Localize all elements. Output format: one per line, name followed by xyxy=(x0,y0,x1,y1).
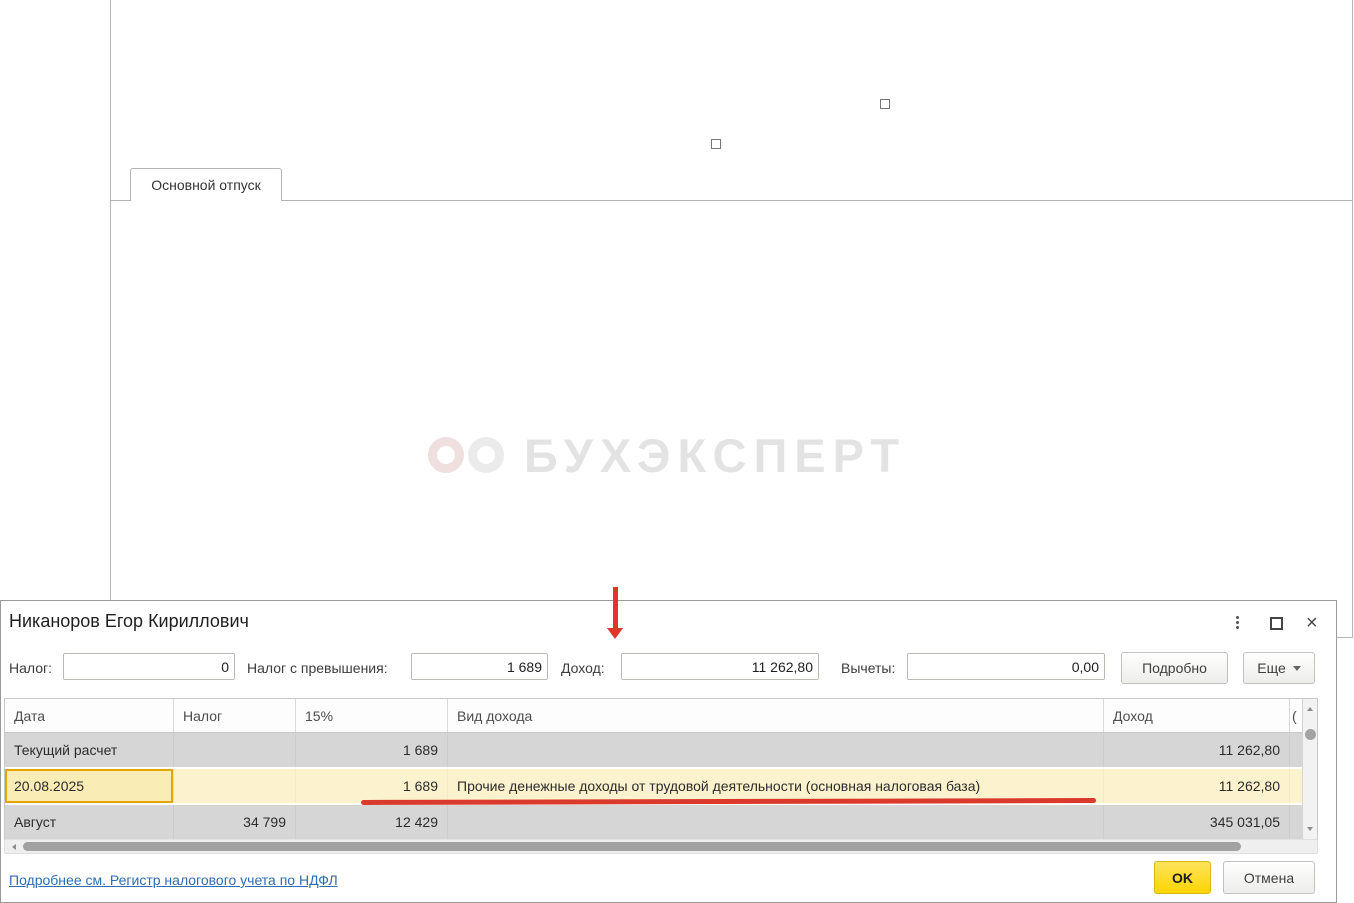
deduction-label: Вычеты: xyxy=(841,660,896,676)
tab-main-vacation[interactable]: Основной отпуск xyxy=(130,168,282,201)
details-button[interactable]: Подробно xyxy=(1121,652,1228,684)
ndfl-dialog: Никаноров Егор Кириллович × Налог: 0 Нал… xyxy=(0,600,1337,903)
col-header-tax[interactable]: Налог xyxy=(174,699,296,732)
excess-tax-field[interactable]: 1 689 xyxy=(411,653,548,680)
scroll-left-icon[interactable] xyxy=(12,843,16,850)
cancel-button[interactable]: Отмена xyxy=(1223,861,1315,894)
deduction-field[interactable]: 0,00 xyxy=(907,653,1105,680)
ndfl-table: Дата Налог 15% Вид дохода Доход ( Текущи… xyxy=(4,698,1318,840)
tabs-divider xyxy=(110,200,1353,201)
table-horizontal-scrollbar[interactable] xyxy=(4,839,1318,854)
dialog-more-button[interactable]: Еще xyxy=(1243,652,1315,684)
ndfl-register-link[interactable]: Подробнее см. Регистр налогового учета п… xyxy=(9,872,338,888)
excess-tax-label: Налог с превышения: xyxy=(247,660,388,676)
col-header-partial: ( xyxy=(1290,699,1303,732)
col-header-date[interactable]: Дата xyxy=(5,699,174,732)
tax-label: Налог: xyxy=(9,660,53,676)
scroll-up-icon[interactable] xyxy=(1307,707,1313,711)
scrollbar-thumb[interactable] xyxy=(23,842,1241,851)
selected-date-cell[interactable]: 20.08.2025 xyxy=(5,769,174,803)
col-header-15pct[interactable]: 15% xyxy=(296,699,448,732)
table-vertical-scrollbar[interactable] xyxy=(1302,699,1317,839)
table-row[interactable]: Текущий расчет 1 689 11 262,80 xyxy=(5,733,1317,769)
income-field[interactable]: 11 262,80 xyxy=(621,653,819,680)
dialog-maximize-icon[interactable] xyxy=(1270,617,1283,630)
chevron-down-icon xyxy=(1292,665,1301,671)
dialog-title: Никаноров Егор Кириллович xyxy=(9,611,249,631)
red-arrow-annotation xyxy=(607,587,623,639)
tax-field[interactable]: 0 xyxy=(63,653,235,680)
col-header-income-type[interactable]: Вид дохода xyxy=(448,699,1104,732)
scroll-down-icon[interactable] xyxy=(1307,827,1313,831)
table-header-row: Дата Налог 15% Вид дохода Доход ( xyxy=(5,699,1317,733)
scrollbar-thumb[interactable] xyxy=(1304,729,1316,740)
document-window xyxy=(110,0,1353,638)
ok-button[interactable]: OK xyxy=(1154,861,1211,894)
dialog-close-icon[interactable]: × xyxy=(1306,612,1318,634)
dialog-more-icon[interactable] xyxy=(1236,616,1239,619)
table-row[interactable]: Август 34 799 12 429 345 031,05 xyxy=(5,805,1317,839)
col-header-income[interactable]: Доход xyxy=(1104,699,1290,732)
income-label: Доход: xyxy=(561,660,605,676)
